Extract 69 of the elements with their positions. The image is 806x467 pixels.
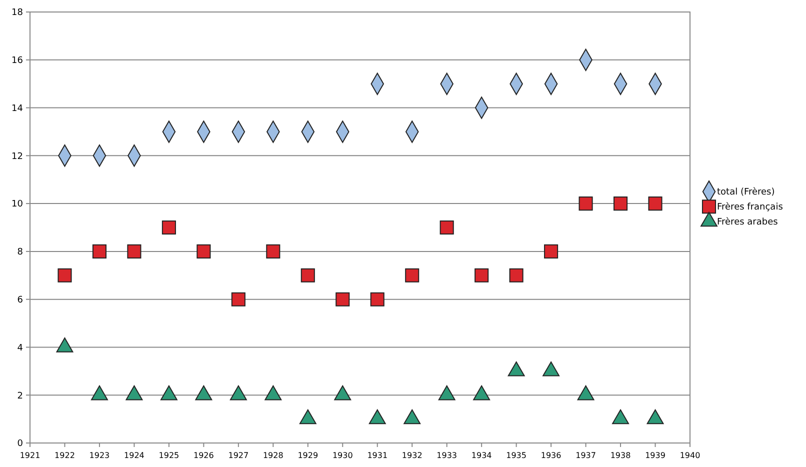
x-tick-label: 1929 <box>298 451 318 460</box>
x-tick-label: 1930 <box>332 451 353 460</box>
point <box>368 409 386 424</box>
x-tick-label: 1926 <box>194 451 214 460</box>
point <box>578 196 593 211</box>
point <box>162 220 176 235</box>
x-tick-label: 1931 <box>367 451 388 460</box>
point <box>646 409 664 424</box>
point <box>370 292 384 306</box>
point <box>508 361 525 376</box>
point <box>336 292 350 306</box>
point <box>438 385 456 400</box>
point <box>440 220 454 235</box>
point <box>542 361 560 376</box>
y-tick-label: 0 <box>17 439 24 450</box>
point <box>231 292 246 306</box>
point <box>577 385 594 400</box>
point <box>614 196 628 211</box>
y-tick-label: 14 <box>12 104 24 114</box>
point <box>230 385 247 400</box>
x-tick-label: 1925 <box>158 451 180 460</box>
y-tick-label: 16 <box>12 56 24 66</box>
x-tick-label: 1922 <box>54 451 75 460</box>
point <box>509 268 524 282</box>
x-tick-label: 1933 <box>436 451 458 460</box>
x-tick-label: 1932 <box>402 451 422 460</box>
point <box>474 268 489 282</box>
x-tick-label: 1936 <box>540 451 562 460</box>
point <box>266 244 280 258</box>
y-tick-label: 12 <box>12 152 23 162</box>
point <box>126 385 143 400</box>
x-tick-label: 1937 <box>576 451 596 460</box>
y-tick-label: 10 <box>12 200 24 210</box>
point <box>56 338 74 352</box>
point <box>473 385 490 400</box>
x-tick-label: 1921 <box>20 451 40 460</box>
x-tick-label: 1939 <box>645 451 666 460</box>
point <box>648 196 662 211</box>
point <box>404 409 421 424</box>
point <box>92 244 106 258</box>
x-tick-label: 1928 <box>262 451 284 460</box>
x-tick-label: 1927 <box>228 451 249 460</box>
point <box>405 268 420 282</box>
y-tick-label: 6 <box>17 295 24 306</box>
point <box>300 268 315 282</box>
point <box>299 409 316 424</box>
x-tick-label: 1935 <box>506 451 526 460</box>
y-tick-label: 4 <box>17 343 24 354</box>
x-tick-label: 1923 <box>89 451 110 460</box>
legend-label: Frères arabes <box>717 216 778 228</box>
point <box>160 385 178 400</box>
y-tick-label: 18 <box>12 8 24 18</box>
y-tick-label: 8 <box>17 248 24 258</box>
point <box>127 244 142 258</box>
x-tick-label: 1940 <box>680 451 700 460</box>
legend-label: Frères français <box>717 202 784 213</box>
point <box>58 268 72 282</box>
point <box>264 385 282 400</box>
legend-label: total (Frères) <box>717 186 775 198</box>
point <box>334 385 352 400</box>
point <box>195 385 212 400</box>
point <box>612 409 629 424</box>
point <box>196 244 211 258</box>
point <box>91 385 108 400</box>
x-tick-label: 1938 <box>610 451 631 460</box>
x-tick-label: 1934 <box>471 451 492 460</box>
x-tick-label: 1924 <box>124 451 144 460</box>
y-tick-label: 2 <box>17 391 23 402</box>
point <box>544 244 558 258</box>
